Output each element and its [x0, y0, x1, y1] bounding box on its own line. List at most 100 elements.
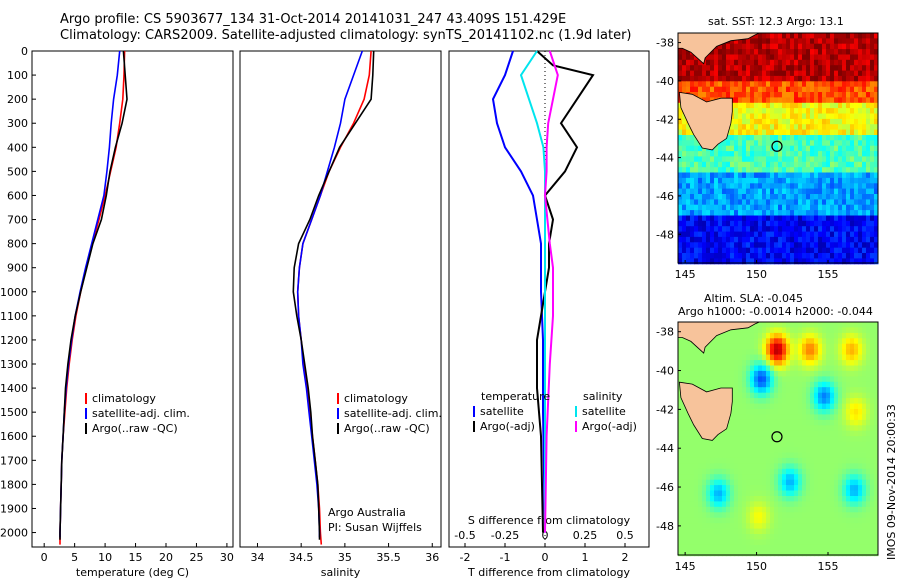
sla_map-cell [702, 485, 707, 491]
sla_map-cell [714, 517, 719, 524]
sst_map-cell [794, 33, 799, 39]
sst_map-cell [746, 118, 751, 125]
sla_map-cell [754, 468, 759, 475]
sla_map-cell [798, 403, 803, 410]
sla_map-cell [750, 496, 755, 502]
sst_map-cell [838, 258, 843, 265]
sst_map-cell [870, 92, 875, 98]
sla_map-cell [790, 490, 795, 497]
sla_map-cell [770, 534, 775, 540]
sla_map-cell [798, 392, 803, 399]
sst_map-cell [858, 253, 863, 259]
sst_map-cell [682, 135, 687, 141]
sst_map-cell [750, 210, 755, 216]
sla_map-cell [706, 474, 711, 481]
sst_map-cell [826, 172, 831, 179]
sla_map-cell [734, 349, 739, 356]
sla_map-cell [702, 496, 707, 502]
sst_map-cell [706, 167, 711, 174]
sst_map-cell [818, 129, 823, 136]
sla_map-cell [870, 447, 875, 453]
sla_map-cell [870, 474, 875, 481]
sst_map-cell [762, 172, 767, 179]
sla_map-cell [790, 523, 795, 530]
sst_map-cell [694, 172, 699, 179]
sst_map-cell [822, 204, 827, 211]
sla_map-cell [778, 370, 783, 377]
sst_map-cell [710, 156, 715, 163]
sst_map-cell [758, 258, 763, 265]
sst_map-cell [754, 81, 759, 88]
sla_map-cell [830, 349, 835, 356]
sla_map-cell [842, 343, 847, 350]
sst_map-cell [698, 65, 703, 72]
sla_map-cell [722, 523, 727, 530]
sla_map-cell [866, 501, 871, 508]
sla_map-cell [678, 550, 683, 557]
sst_map-cell [862, 38, 867, 45]
sla_map-cell [862, 365, 867, 372]
sst_map-cell [762, 156, 767, 163]
sla_map-lat-label: -48 [656, 520, 674, 533]
sla_map-cell [870, 550, 875, 557]
sla_map-cell [714, 485, 719, 491]
sst_map-cell [778, 156, 783, 163]
sst_map-cell [842, 124, 847, 131]
sla_map-cell [826, 370, 831, 377]
sst_map-cell [794, 226, 799, 233]
sst_map-cell [686, 204, 691, 211]
sst_map-cell [874, 172, 879, 179]
sla_map-cell [694, 506, 699, 513]
sst_map-cell [854, 86, 859, 93]
sla_map-cell [702, 447, 707, 453]
sla_map-grid [678, 322, 879, 557]
sst_map-cell [690, 65, 695, 72]
sla_map-cell [710, 360, 715, 366]
sla_map-cell [754, 354, 759, 361]
sst_map-cell [734, 140, 739, 147]
sla_map-cell [862, 452, 867, 459]
sla_map-cell [826, 528, 831, 535]
sla_map-cell [870, 360, 875, 366]
sst_map-cell [726, 86, 731, 93]
sst_map-cell [766, 145, 771, 152]
sla_map-cell [774, 365, 779, 372]
sla_map-cell [858, 528, 863, 535]
sst_map-cell [830, 124, 835, 131]
sla_map-cell [846, 327, 851, 334]
sst_map-cell [766, 92, 771, 98]
sla_map-cell [786, 528, 791, 535]
sst_map-cell [742, 236, 747, 243]
sst_map-cell [754, 215, 759, 222]
sst_map-cell [686, 172, 691, 179]
sla_map-cell [842, 485, 847, 491]
sst_map-cell [850, 97, 855, 104]
depth-tick-label: 400 [7, 141, 28, 154]
sla_map-cell [834, 381, 839, 388]
sla_map-cell [786, 479, 791, 486]
sla_map-cell [794, 544, 799, 551]
sla_map-cell [706, 550, 711, 557]
sla_map-cell [714, 365, 719, 372]
sla_map-cell [818, 457, 823, 464]
sst_map-cell [818, 33, 823, 39]
sst_map-cell [874, 81, 879, 88]
sla_map-cell [778, 398, 783, 404]
sst_map-cell [822, 172, 827, 179]
sst_map-cell [778, 215, 783, 222]
depth-tick-label: 500 [7, 165, 28, 178]
sst_map-cell [734, 102, 739, 109]
sst_map-cell [758, 167, 763, 174]
sla_map-cell [806, 419, 811, 426]
sst_map-cell [794, 70, 799, 77]
sst_map-cell [774, 215, 779, 222]
sla_map-cell [854, 479, 859, 486]
sla_map-cell [750, 430, 755, 437]
sla_map-cell [818, 403, 823, 410]
sla_map-cell [782, 370, 787, 377]
sla_map-cell [794, 523, 799, 530]
sst_map-cell [858, 135, 863, 141]
sst_map-cell [762, 81, 767, 88]
sla_map-cell [746, 463, 751, 470]
sla_map-cell [738, 419, 743, 426]
